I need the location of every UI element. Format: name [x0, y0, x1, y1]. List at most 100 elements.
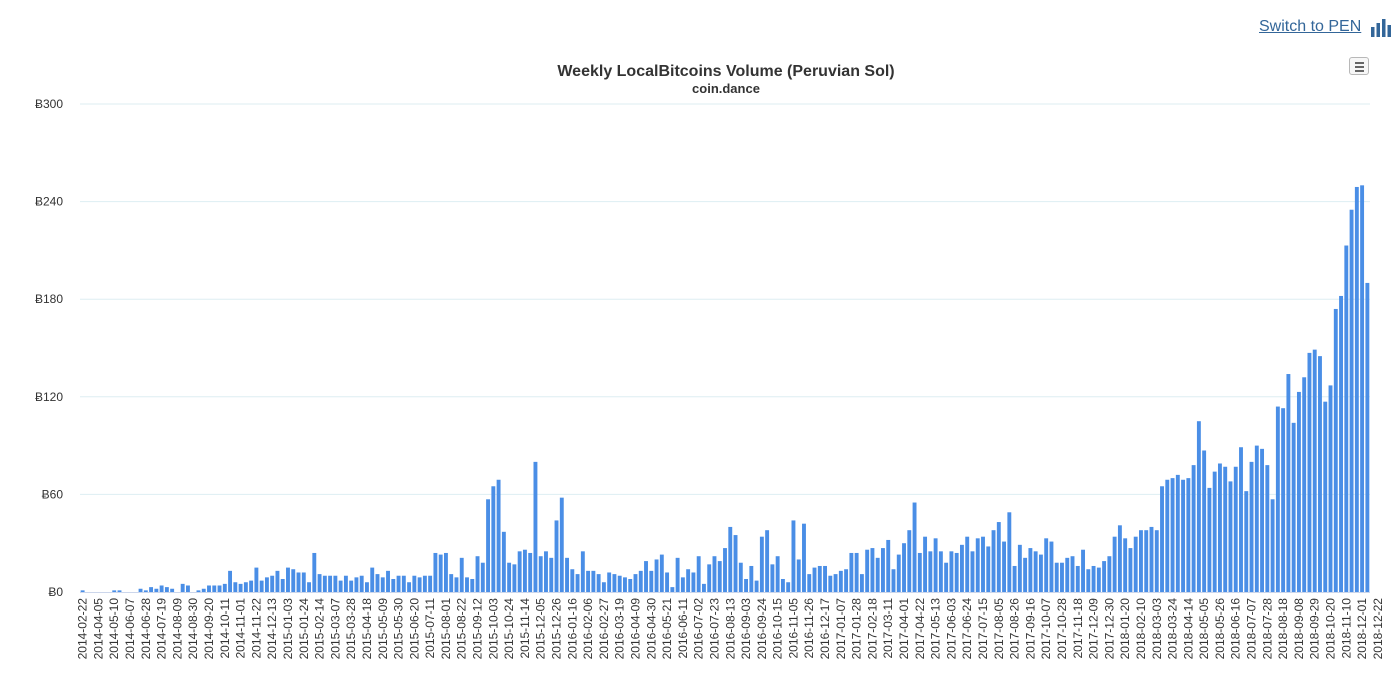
bar[interactable] — [291, 569, 296, 592]
bar[interactable] — [1028, 548, 1033, 592]
bar[interactable] — [375, 574, 380, 592]
bar[interactable] — [433, 552, 438, 592]
bar[interactable] — [407, 582, 412, 592]
bar[interactable] — [528, 552, 533, 592]
bar[interactable] — [859, 574, 864, 592]
bar[interactable] — [1038, 554, 1043, 592]
bar[interactable] — [675, 557, 680, 592]
bar[interactable] — [965, 536, 970, 592]
bar[interactable] — [986, 546, 991, 592]
bar[interactable] — [838, 570, 843, 592]
bar[interactable] — [775, 556, 780, 592]
bar[interactable] — [617, 575, 622, 592]
bar[interactable] — [154, 588, 159, 592]
bar[interactable] — [1239, 447, 1243, 592]
bar[interactable] — [465, 577, 469, 592]
bar[interactable] — [1333, 308, 1338, 592]
bar[interactable] — [449, 574, 454, 592]
bar[interactable] — [1112, 536, 1117, 592]
bar[interactable] — [1107, 556, 1112, 592]
bar[interactable] — [870, 548, 875, 592]
bar[interactable] — [275, 570, 280, 592]
bar[interactable] — [1275, 406, 1280, 592]
bar[interactable] — [796, 559, 801, 592]
bar[interactable] — [396, 575, 401, 592]
bar[interactable] — [259, 580, 264, 592]
bar[interactable] — [970, 551, 975, 592]
bar[interactable] — [554, 520, 559, 592]
bar[interactable] — [1228, 481, 1233, 592]
bar[interactable] — [317, 574, 322, 592]
bar[interactable] — [1096, 567, 1101, 592]
bar[interactable] — [938, 551, 943, 592]
bar[interactable] — [391, 578, 396, 592]
bar[interactable] — [765, 530, 770, 592]
bar[interactable] — [844, 569, 849, 592]
bar[interactable] — [728, 526, 733, 592]
bar[interactable] — [975, 538, 980, 592]
bar[interactable] — [633, 574, 638, 592]
bar[interactable] — [301, 572, 306, 592]
bar[interactable] — [254, 567, 259, 592]
bar[interactable] — [912, 502, 917, 592]
bar[interactable] — [623, 577, 627, 592]
bar[interactable] — [201, 588, 206, 592]
bar[interactable] — [902, 543, 906, 592]
bar[interactable] — [649, 570, 654, 592]
bar[interactable] — [501, 531, 506, 592]
bar[interactable] — [349, 580, 354, 592]
chart-menu-button[interactable] — [1349, 57, 1369, 75]
bar[interactable] — [1017, 544, 1022, 592]
bar[interactable] — [222, 583, 227, 592]
bar[interactable] — [896, 554, 901, 592]
bar[interactable] — [491, 486, 496, 592]
bar[interactable] — [654, 559, 659, 592]
bar[interactable] — [570, 569, 575, 592]
bar[interactable] — [549, 557, 554, 592]
bar[interactable] — [1012, 565, 1017, 592]
bar[interactable] — [928, 551, 933, 592]
bar[interactable] — [354, 577, 359, 592]
bar[interactable] — [1286, 374, 1291, 592]
bar[interactable] — [591, 570, 596, 592]
bar[interactable] — [1054, 562, 1059, 592]
bar[interactable] — [170, 588, 175, 592]
bar[interactable] — [149, 587, 154, 592]
bar[interactable] — [1154, 530, 1159, 592]
bar[interactable] — [644, 561, 648, 592]
bar[interactable] — [486, 499, 491, 592]
bar[interactable] — [686, 569, 691, 592]
bar[interactable] — [443, 552, 448, 592]
bar[interactable] — [596, 574, 601, 592]
bar[interactable] — [891, 569, 896, 592]
bar[interactable] — [586, 570, 591, 592]
bar[interactable] — [933, 538, 938, 592]
bar[interactable] — [370, 567, 375, 592]
bar[interactable] — [286, 567, 290, 592]
bar[interactable] — [696, 556, 701, 592]
bar[interactable] — [1323, 401, 1328, 592]
bar[interactable] — [1170, 478, 1175, 592]
bar[interactable] — [1181, 479, 1186, 592]
bar[interactable] — [691, 572, 696, 592]
bar[interactable] — [138, 588, 143, 592]
bar[interactable] — [270, 575, 275, 592]
bar[interactable] — [886, 539, 891, 592]
bar[interactable] — [1144, 530, 1149, 592]
bar[interactable] — [738, 562, 743, 592]
bar[interactable] — [717, 561, 722, 592]
bar[interactable] — [365, 582, 369, 592]
bar[interactable] — [343, 575, 348, 592]
bar[interactable] — [1318, 356, 1322, 592]
bar[interactable] — [470, 578, 475, 592]
bar[interactable] — [228, 570, 233, 592]
bar[interactable] — [1102, 561, 1107, 592]
bar[interactable] — [296, 572, 301, 592]
bar[interactable] — [954, 552, 959, 592]
bar[interactable] — [1117, 525, 1122, 592]
bar[interactable] — [80, 590, 85, 592]
bar[interactable] — [1128, 548, 1133, 592]
bar[interactable] — [243, 582, 248, 592]
bar[interactable] — [517, 551, 522, 592]
bar[interactable] — [770, 564, 775, 592]
